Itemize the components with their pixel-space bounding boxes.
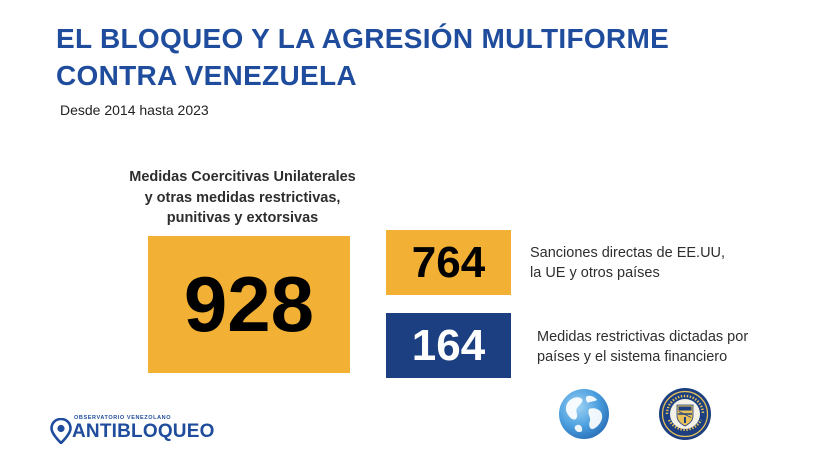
antibloqueo-logo: OBSERVATORIO VENEZOLANO ANTIBLOQUEO <box>50 414 214 448</box>
page-title: EL BLOQUEO Y LA AGRESIÓN MULTIFORME CONT… <box>56 20 669 94</box>
stat-box-direct-sanctions: 764 <box>386 230 511 295</box>
globe-icon <box>559 389 609 439</box>
page-title-line-2: CONTRA VENEZUELA <box>56 60 357 91</box>
map-pin-icon <box>50 418 72 444</box>
page-title-line-1: EL BLOQUEO Y LA AGRESIÓN MULTIFORME <box>56 23 670 54</box>
stat-box-restrictive-measures: 164 <box>386 313 511 378</box>
stat-desc-direct-sanctions: Sanciones directas de EE.UU, la UE y otr… <box>530 243 725 283</box>
stat-desc-direct-sanctions-line-1: Sanciones directas de EE.UU, <box>530 245 726 261</box>
treasury-seal-icon <box>659 388 711 440</box>
stat-value-direct-sanctions: 764 <box>411 237 486 287</box>
main-stat-label-line-1: Medidas Coercitivas Unilaterales <box>129 169 356 185</box>
logo-main-text: ANTIBLOQUEO <box>72 421 215 442</box>
logo-small-text: OBSERVATORIO VENEZOLANO <box>74 415 172 421</box>
page-subtitle: Desde 2014 hasta 2023 <box>60 102 209 118</box>
stat-desc-direct-sanctions-line-2: la UE y otros países <box>530 265 660 281</box>
stat-value-restrictive-measures: 164 <box>411 320 486 370</box>
main-stat-label-line-2: y otras medidas restrictivas, <box>144 189 341 206</box>
main-stat-label-line-3: punitivas y extorsivas <box>166 210 319 226</box>
main-stat-value: 928 <box>183 260 315 348</box>
main-stat-label: Medidas Coercitivas Unilaterales y otras… <box>110 167 375 229</box>
stat-desc-restrictive-measures-line-2: países y el sistema financiero <box>537 349 728 365</box>
main-stat-box: 928 <box>148 236 350 373</box>
stat-desc-restrictive-measures-line-1: Medidas restrictivas dictadas por <box>537 329 749 345</box>
stat-desc-restrictive-measures: Medidas restrictivas dictadas por países… <box>537 327 748 367</box>
